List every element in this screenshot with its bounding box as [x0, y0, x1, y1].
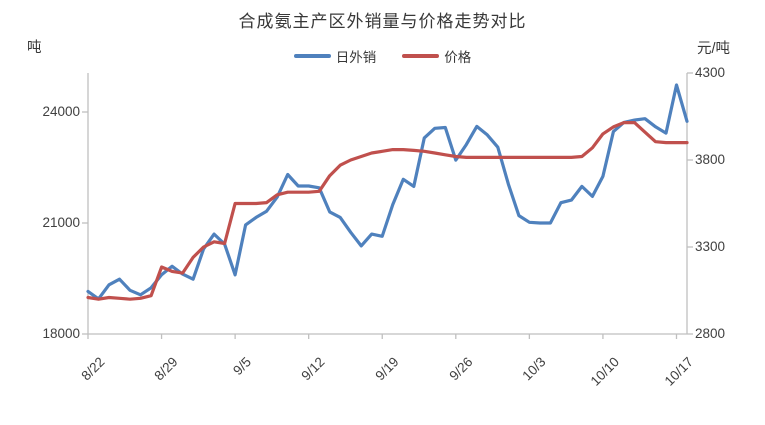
legend-sales-label: 日外销 — [335, 50, 377, 65]
right-axis-tick-label: 3300 — [695, 239, 726, 254]
legend-item-price: 价格 — [402, 46, 471, 66]
chart-title: 合成氨主产区外销量与价格走势对比 — [238, 12, 527, 31]
legend-item-sales: 日外销 — [293, 46, 377, 66]
sales-series-line — [86, 83, 689, 301]
left-axis-tick-label: 18000 — [42, 326, 80, 341]
left-axis-tick-label: 24000 — [42, 104, 80, 119]
legend: 日外销 价格 — [0, 46, 765, 66]
price-series-line — [86, 120, 689, 301]
left-axis-tick-label: 21000 — [42, 215, 80, 230]
right-axis-tick-label: 4300 — [695, 65, 726, 80]
right-axis-unit-label: 元/吨 — [697, 41, 731, 57]
left-axis-unit-label: 吨 — [27, 40, 42, 56]
legend-price-label: 价格 — [444, 50, 472, 65]
sales-line-swatch — [293, 54, 331, 58]
right-axis-tick-label: 3800 — [695, 152, 726, 167]
right-axis-tick-label: 2800 — [695, 326, 726, 341]
price-line-swatch — [402, 54, 440, 58]
